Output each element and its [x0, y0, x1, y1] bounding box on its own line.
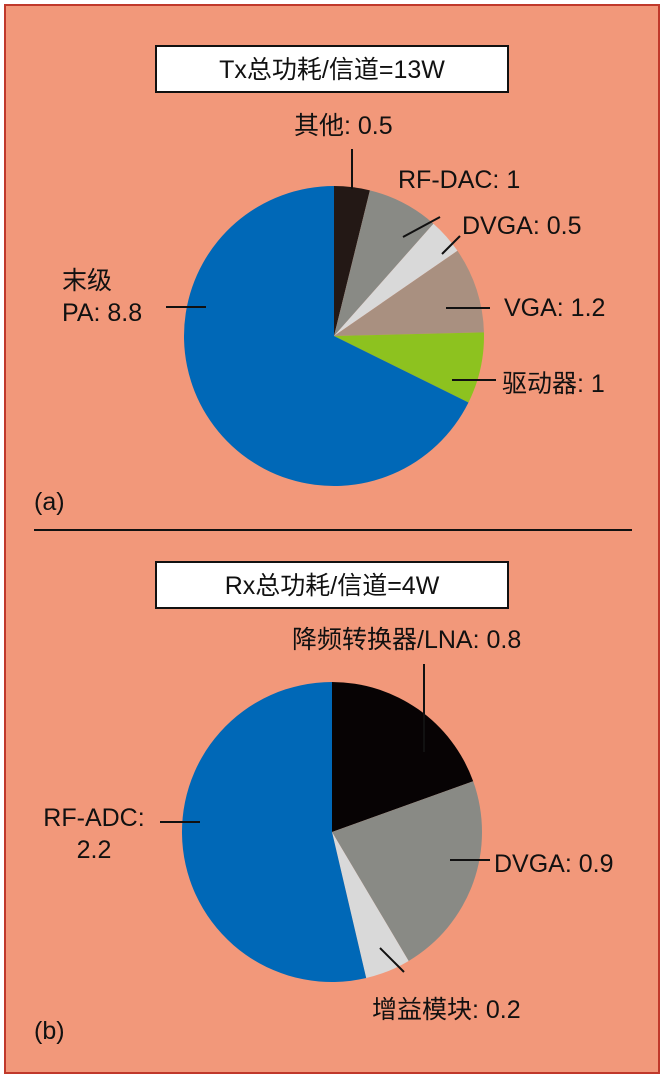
chart-title-b: Rx总功耗/信道=4W	[225, 572, 440, 600]
chart-title-a: Tx总功耗/信道=13W	[219, 56, 445, 84]
panel-b: Rx总功耗/信道=4W 降频转换器/LNA: 0.8 DVGA: 0.9 增益模块:…	[34, 561, 614, 1045]
pie-slice-0-0	[334, 186, 370, 336]
figure-frame: Tx总功耗/信道=13W 其他: 0.5 RF-DAC: 1 DVGA: 0.5 VG…	[4, 4, 660, 1074]
slice-label-0-5: 末级 PA: 8.8	[62, 267, 142, 327]
slice-label-1-0: 降频转换器/LNA: 0.8	[292, 626, 521, 654]
pie-slice-0-3	[334, 250, 484, 336]
slice-label-0-4: 驱动器: 1	[502, 370, 605, 398]
slice-label-0-1: RF-DAC: 1	[398, 166, 520, 194]
pie-slice-1-1	[332, 781, 482, 961]
slice-label-1-2: 增益模块: 0.2	[372, 996, 521, 1024]
pie-slice-0-5	[183, 186, 469, 486]
slice-label-0-3: VGA: 1.2	[504, 294, 605, 322]
pie-slice-0-4	[334, 332, 485, 403]
panel-label-a: (a)	[34, 488, 65, 516]
panel-a: Tx总功耗/信道=13W 其他: 0.5RF-DAC: 1 DVGA: 0.5 VG…	[34, 45, 605, 516]
leader-line-0-2	[441, 235, 461, 255]
slice-label-0-0: 其他: 0.5	[294, 112, 393, 140]
pie-slice-1-2	[332, 832, 409, 979]
leader-line-1-2	[379, 947, 405, 973]
title-box-a	[155, 45, 509, 93]
pie-a: 其他: 0.5RF-DAC: 1 DVGA: 0.5 VGA: 1.2 驱动器: 1 末…	[62, 112, 605, 486]
pie-slice-0-2	[334, 223, 458, 336]
slice-label-1-3: RF-ADC: 2.2	[43, 804, 144, 864]
leader-line-0-1	[402, 216, 441, 238]
pie-slice-1-0	[332, 682, 474, 832]
pie-b: 降频转换器/LNA: 0.8 DVGA: 0.9 增益模块: 0.2 RF-ADC: 2…	[43, 626, 613, 1024]
figure-canvas: Tx总功耗/信道=13W 其他: 0.5RF-DAC: 1 DVGA: 0.5 VG…	[34, 45, 632, 1045]
pie-slice-0-1	[334, 190, 434, 336]
title-box-b	[155, 561, 509, 609]
pie-slice-1-3	[181, 682, 367, 982]
slice-label-1-1: DVGA: 0.9	[494, 850, 614, 878]
panel-label-b: (b)	[34, 1017, 65, 1045]
slice-label-0-2: DVGA: 0.5	[462, 212, 582, 240]
